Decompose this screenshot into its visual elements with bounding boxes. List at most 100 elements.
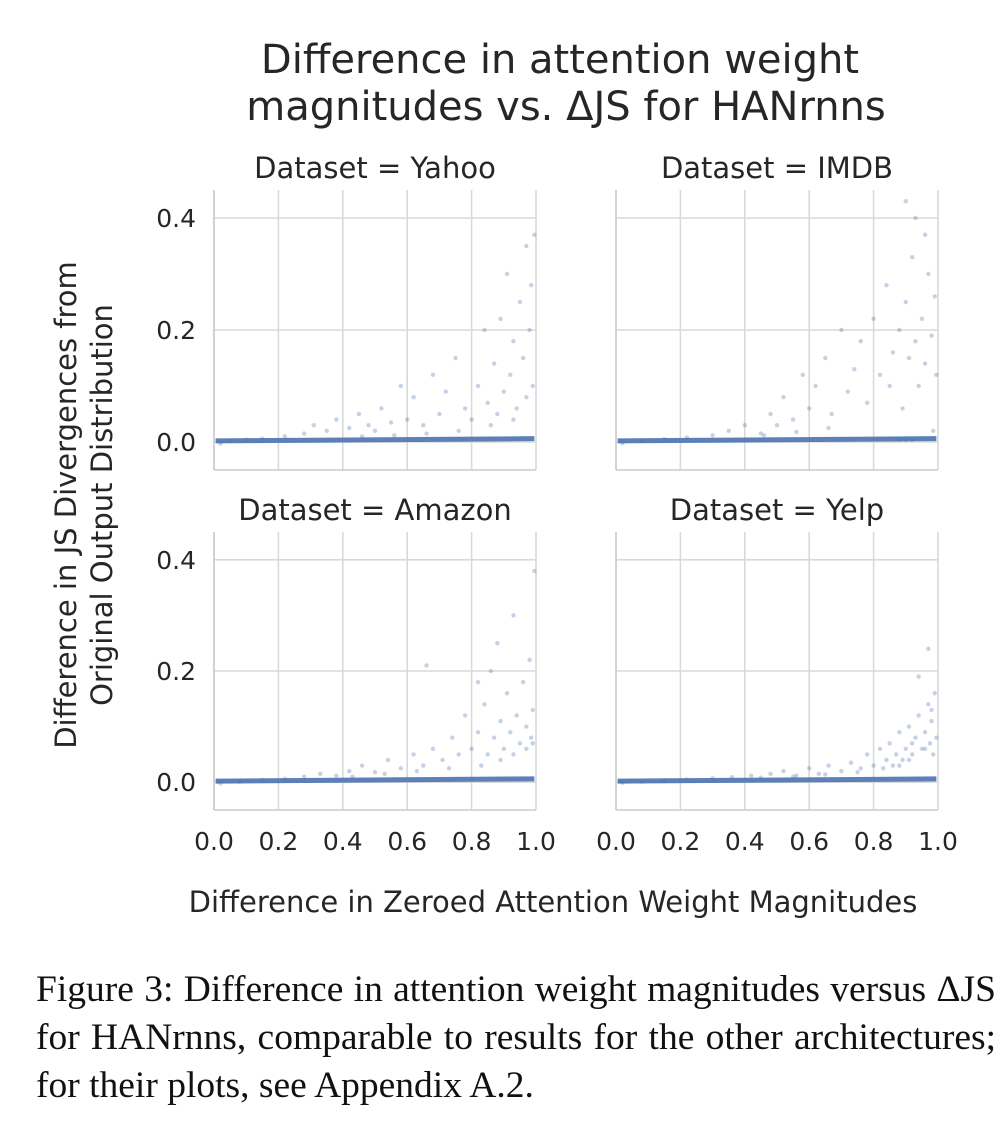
panel-title: Dataset = Yelp — [670, 493, 884, 527]
data-point — [910, 752, 915, 757]
data-point — [528, 735, 534, 740]
data-point — [903, 437, 908, 442]
dense-zero-band — [617, 776, 937, 784]
data-point — [639, 438, 644, 444]
data-point — [829, 411, 834, 417]
data-point — [532, 568, 537, 574]
dense-zero-band — [215, 776, 535, 784]
y-tick-label: 0.0 — [156, 768, 196, 797]
data-point — [934, 372, 939, 377]
data-point — [462, 713, 468, 718]
data-point — [906, 355, 912, 361]
data-point — [437, 411, 442, 417]
data-point — [768, 411, 773, 417]
data-point — [528, 283, 534, 288]
x-tick-label: 0.8 — [452, 827, 492, 856]
data-point — [511, 752, 516, 757]
data-point — [398, 766, 403, 771]
data-point — [524, 395, 529, 400]
caption-text: Difference in attention weight magnitude… — [36, 969, 996, 1106]
data-point — [324, 428, 329, 433]
data-point — [929, 333, 934, 338]
data-point — [491, 361, 497, 366]
data-point — [485, 400, 490, 405]
data-point — [388, 420, 394, 425]
data-point — [897, 763, 902, 768]
data-point — [530, 707, 535, 713]
data-point — [511, 339, 516, 344]
data-point — [511, 613, 516, 618]
data-point — [495, 411, 500, 417]
data-point — [906, 724, 912, 729]
data-point — [430, 746, 436, 752]
data-point — [926, 646, 931, 651]
data-point — [855, 769, 860, 775]
data-point — [887, 741, 892, 746]
data-point — [501, 389, 506, 394]
x-tick-label: 0.8 — [854, 827, 894, 856]
data-point — [913, 215, 918, 221]
data-point — [356, 411, 362, 417]
data-point — [514, 406, 519, 411]
data-point — [910, 437, 915, 442]
panel-title: Dataset = Yahoo — [254, 151, 496, 185]
data-point — [411, 752, 416, 757]
x-tick-label: 0.6 — [789, 827, 829, 856]
data-point — [897, 327, 902, 333]
data-point — [910, 255, 915, 260]
data-point — [906, 757, 912, 763]
data-point — [504, 271, 510, 277]
data-point — [446, 766, 452, 771]
data-point — [414, 768, 420, 774]
data-point — [421, 763, 426, 768]
dense-zero-band — [215, 436, 535, 444]
data-point — [919, 316, 925, 321]
x-tick-label: 1.0 — [918, 827, 958, 856]
data-point — [926, 271, 931, 277]
data-point — [311, 423, 317, 428]
caption-label: Figure 3: — [36, 969, 174, 1010]
y-tick-label: 0.4 — [156, 546, 196, 575]
chart-title-line-2: magnitudes vs. ΔJS for HANrnns — [246, 84, 886, 130]
y-tick-label: 0.4 — [156, 204, 196, 233]
data-point — [903, 299, 908, 305]
data-point — [524, 724, 529, 729]
y-tick-label: 0.2 — [156, 316, 196, 345]
data-point — [218, 781, 223, 786]
data-point — [527, 327, 532, 333]
data-point — [877, 746, 883, 752]
data-point — [504, 691, 510, 696]
data-point — [742, 423, 747, 428]
data-point — [639, 779, 644, 784]
data-point — [932, 691, 937, 696]
data-point — [826, 425, 831, 431]
data-point — [385, 757, 391, 763]
data-point — [479, 763, 484, 768]
data-point — [684, 435, 690, 440]
chart-title-line-1: Difference in attention weight — [261, 37, 859, 83]
data-point — [934, 735, 939, 740]
panel-0: 0.0 0.2 0.4 Dataset = Yahoo — [156, 151, 537, 471]
data-point — [881, 766, 886, 771]
data-point — [482, 327, 487, 333]
data-point — [897, 729, 902, 735]
data-point — [903, 746, 908, 752]
x-tick-label: 1.0 — [516, 827, 556, 856]
data-point — [845, 389, 851, 394]
data-point — [826, 763, 831, 768]
data-point — [532, 232, 537, 237]
data-point — [382, 771, 387, 777]
data-point — [871, 316, 876, 321]
data-point — [864, 752, 870, 757]
data-point — [488, 668, 494, 674]
data-point — [916, 713, 921, 718]
data-point — [443, 389, 449, 394]
data-point — [411, 395, 416, 400]
x-tick-label: 0.0 — [596, 827, 636, 856]
data-point — [301, 431, 307, 436]
data-point — [475, 679, 481, 685]
y-tick-label: 0.2 — [156, 657, 196, 686]
data-point — [929, 707, 934, 713]
data-point — [495, 641, 500, 646]
data-point — [301, 774, 307, 779]
